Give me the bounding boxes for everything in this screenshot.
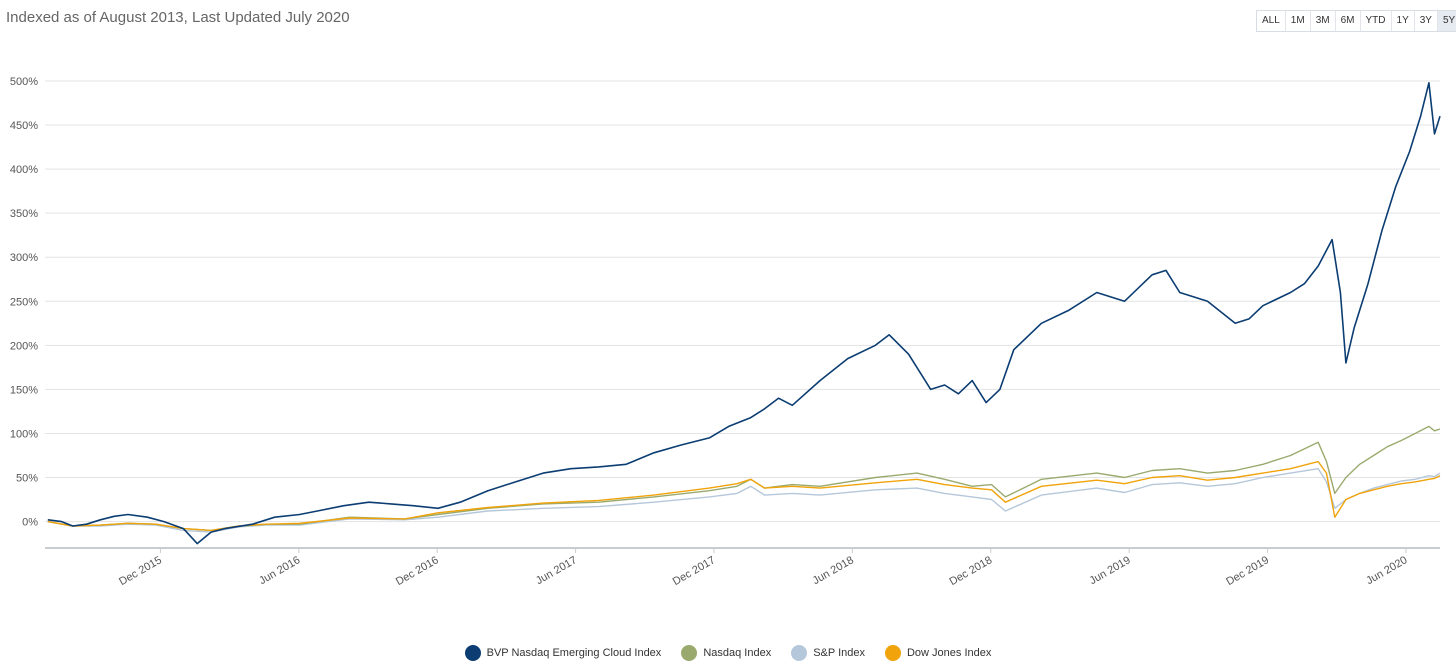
range-button-all[interactable]: ALL — [1257, 11, 1286, 31]
legend-swatch — [791, 645, 808, 661]
x-tick-label: Jun 2016 — [257, 554, 302, 587]
legend-swatch — [464, 645, 481, 661]
y-tick-label: 350% — [10, 208, 38, 220]
range-button-1y[interactable]: 1Y — [1391, 11, 1415, 31]
legend-label: Dow Jones Index — [906, 647, 992, 659]
chart-legend: BVP Nasdaq Emerging Cloud Index Nasdaq In… — [0, 645, 1456, 661]
x-tick-label: Dec 2016 — [394, 554, 441, 588]
line-chart: 0% 50% 100% 150% 200% 250% 300% 350% 400% 450% 500… — [10, 76, 1441, 588]
x-tick-label: Dec 2018 — [947, 554, 994, 588]
legend-item[interactable]: S&P Index — [791, 645, 865, 661]
y-tick-label: 300% — [10, 252, 38, 264]
x-tick-label: Dec 2017 — [671, 554, 718, 588]
series-line-bvp-nasdaq-emerging-cloud-index — [47, 82, 1441, 545]
y-tick-label: 150% — [10, 384, 38, 396]
legend-label: S&P Index — [813, 647, 865, 659]
legend-item[interactable]: Nasdaq Index — [681, 645, 771, 661]
x-tick-label: Dec 2019 — [1224, 554, 1271, 588]
legend-swatch — [681, 645, 698, 661]
legend-item[interactable]: Dow Jones Index — [884, 645, 992, 661]
legend-label: Nasdaq Index — [703, 647, 772, 659]
y-tick-label: 400% — [10, 164, 38, 176]
legend-swatch — [884, 645, 901, 661]
y-tick-label: 500% — [10, 76, 38, 88]
series-line-dow-jones-index — [47, 460, 1441, 532]
range-button-6m[interactable]: 6M — [1335, 11, 1361, 31]
y-tick-label: 50% — [16, 473, 38, 485]
range-selector: ALL 1M 3M 6M YTD 1Y 3Y 5Y — [1256, 10, 1456, 32]
range-button-ytd[interactable]: YTD — [1360, 11, 1392, 31]
y-tick-label: 250% — [10, 296, 38, 308]
y-tick-label: 200% — [10, 340, 38, 352]
x-tick-label: Dec 2015 — [117, 554, 164, 588]
x-tick-label: Jun 2020 — [1364, 554, 1409, 587]
legend-label: BVP Nasdaq Emerging Cloud Index — [486, 647, 662, 659]
y-tick-label: 0% — [22, 517, 38, 529]
series-line-s-p-index — [47, 468, 1441, 533]
y-tick-label: 100% — [10, 428, 38, 440]
range-button-1m[interactable]: 1M — [1285, 11, 1311, 31]
y-tick-label: 450% — [10, 120, 38, 132]
chart-title: Indexed as of August 2013, Last Updated … — [6, 9, 350, 26]
range-button-3y[interactable]: 3Y — [1414, 11, 1438, 31]
range-button-5y[interactable]: 5Y — [1437, 11, 1456, 31]
range-button-3m[interactable]: 3M — [1310, 11, 1336, 31]
x-tick-label: Jun 2018 — [811, 554, 856, 587]
x-tick-label: Jun 2019 — [1087, 554, 1132, 587]
x-tick-label: Jun 2017 — [534, 554, 579, 587]
legend-item[interactable]: BVP Nasdaq Emerging Cloud Index — [464, 645, 662, 661]
